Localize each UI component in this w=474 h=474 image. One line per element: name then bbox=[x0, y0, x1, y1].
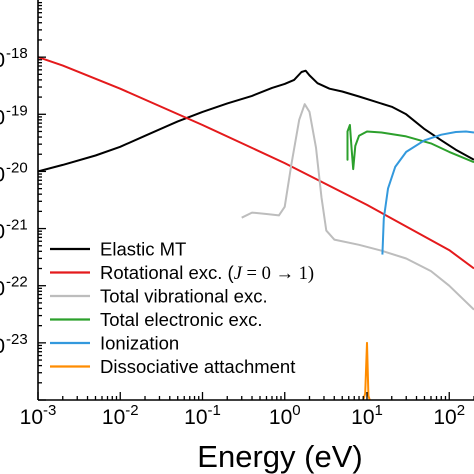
x-tick-exponent: -3 bbox=[43, 402, 56, 419]
y-tick-mantissa-fragment: 0 bbox=[0, 106, 5, 129]
legend-label-variable: J bbox=[234, 264, 243, 284]
legend-label: Total electronic exc. bbox=[100, 309, 262, 330]
legend-label-part: Rotational exc. ( bbox=[100, 262, 235, 283]
x-tick-base: 10 bbox=[269, 406, 292, 429]
axes-layer: 10-310-210-11001011020-180-190-200-210-2… bbox=[0, 0, 474, 429]
legend-label: Dissociative attachment bbox=[100, 356, 295, 377]
x-tick-exponent: -1 bbox=[208, 402, 221, 419]
x-tick-label: 10-1 bbox=[184, 402, 221, 429]
x-tick-base: 10 bbox=[433, 406, 456, 429]
y-tick-mantissa-fragment: 0 bbox=[0, 221, 5, 244]
series-line-4 bbox=[381, 130, 474, 255]
legend-label: Ionization bbox=[100, 333, 179, 354]
x-axis-title: Energy (eV) bbox=[197, 439, 362, 474]
y-tick-exponent: -23 bbox=[6, 331, 28, 348]
x-tick-label: 101 bbox=[351, 402, 383, 429]
y-tick-exponent: -22 bbox=[6, 274, 28, 291]
x-tick-exponent: -2 bbox=[125, 402, 138, 419]
legend-label: Total vibrational exc. bbox=[100, 286, 268, 307]
y-tick-mantissa-fragment: 0 bbox=[0, 278, 5, 301]
y-tick-exponent: -20 bbox=[6, 159, 28, 176]
y-tick-exponent: -19 bbox=[6, 102, 28, 119]
x-tick-label: 10-3 bbox=[20, 402, 57, 429]
x-tick-exponent: 2 bbox=[457, 402, 465, 419]
x-tick-exponent: 0 bbox=[292, 402, 300, 419]
y-tick-exponent: -21 bbox=[6, 217, 28, 234]
series-line-0 bbox=[38, 69, 474, 173]
x-tick-label: 10-2 bbox=[102, 402, 139, 429]
series-layer bbox=[38, 56, 474, 400]
x-tick-base: 10 bbox=[102, 406, 125, 429]
series-line-3 bbox=[346, 124, 474, 171]
series-line-2 bbox=[241, 103, 474, 311]
series-line-5 bbox=[362, 341, 371, 400]
x-tick-label: 102 bbox=[433, 402, 465, 429]
x-tick-exponent: 1 bbox=[375, 402, 383, 419]
y-tick-mantissa-fragment: 0 bbox=[0, 49, 5, 72]
legend-label: Elastic MT bbox=[100, 239, 186, 260]
x-tick-label: 100 bbox=[269, 402, 301, 429]
y-tick-mantissa-fragment: 0 bbox=[0, 335, 5, 358]
x-tick-base: 10 bbox=[184, 406, 207, 429]
y-tick-mantissa-fragment: 0 bbox=[0, 163, 5, 186]
x-tick-base: 10 bbox=[351, 406, 374, 429]
legend-label: Rotational exc. (J = 0 → 1) bbox=[100, 262, 314, 284]
x-tick-base: 10 bbox=[20, 406, 43, 429]
series-line-1 bbox=[38, 56, 474, 270]
legend-label-part: = 0 → 1) bbox=[242, 264, 314, 284]
y-tick-exponent: -18 bbox=[6, 45, 28, 62]
